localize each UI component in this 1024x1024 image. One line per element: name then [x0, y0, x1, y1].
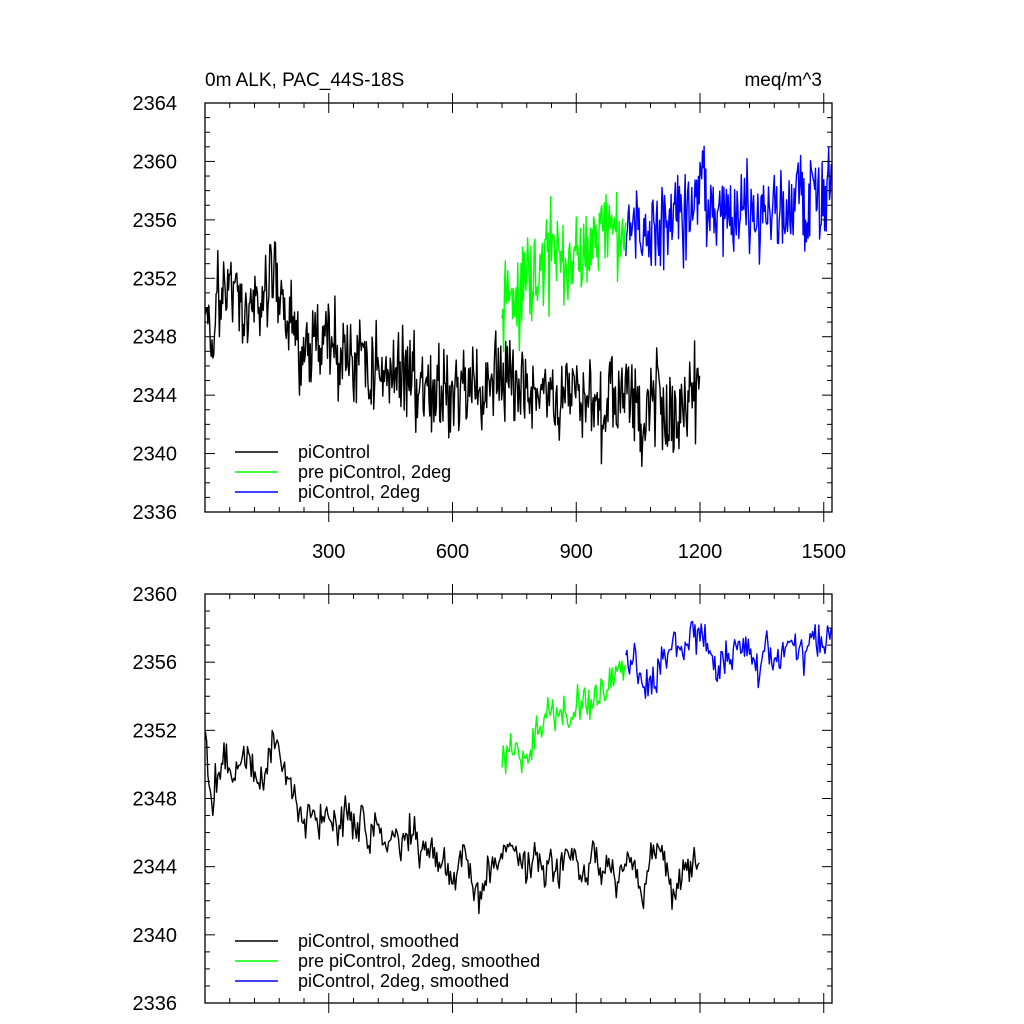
legend-label-0: piControl, smoothed [298, 931, 459, 951]
y-tick-label: 2352 [133, 268, 178, 290]
y-tick-label: 2360 [133, 584, 178, 606]
y-tick-label: 2348 [133, 789, 178, 811]
bottom-chart-panel: 2336 2340 2344 2348 2352 2356 2360 piControl, s… [133, 584, 833, 1015]
series-line-0 [205, 729, 700, 915]
legend-label-1: pre piControl, 2deg [298, 462, 451, 482]
legend-label-1: pre piControl, 2deg, smoothed [298, 951, 540, 971]
chart-title: 0m ALK, PAC_44S-18S [205, 70, 404, 91]
series-line-0 [205, 241, 701, 468]
series-line-1 [501, 191, 627, 353]
series-line-1 [501, 660, 627, 775]
x-tick-label: 900 [560, 541, 593, 563]
y-tick-label: 2356 [133, 210, 178, 232]
y-tick-label: 2364 [133, 93, 178, 115]
y-tick-label: 2336 [133, 993, 178, 1015]
y-tick-label: 2340 [133, 925, 178, 947]
y-tick-label: 2336 [133, 502, 178, 524]
top-chart-panel: 2336 2340 2344 2348 2352 2356 2360 2364 300 600 90… [133, 70, 847, 563]
legend-label-2: piControl, 2deg [298, 482, 420, 502]
y-tick-label: 2356 [133, 652, 178, 674]
y-tick-label: 2344 [133, 385, 178, 407]
x-tick-label: 1500 [802, 541, 847, 563]
y-tick-label: 2340 [133, 444, 178, 466]
y-tick-label: 2348 [133, 327, 178, 349]
y-tick-label: 2360 [133, 151, 178, 173]
units-label: meq/m^3 [744, 70, 822, 91]
y-tick-label: 2352 [133, 720, 178, 742]
x-tick-label: 600 [436, 541, 469, 563]
legend-label-2: piControl, 2deg, smoothed [298, 971, 509, 991]
series-line-2 [625, 145, 832, 271]
series-group [205, 145, 832, 468]
legend-label-0: piControl [298, 442, 370, 462]
x-tick-label: 1200 [678, 541, 723, 563]
series-group [205, 620, 832, 915]
series-line-2 [625, 620, 832, 699]
y-tick-label: 2344 [133, 857, 178, 879]
x-tick-label: 300 [312, 541, 345, 563]
